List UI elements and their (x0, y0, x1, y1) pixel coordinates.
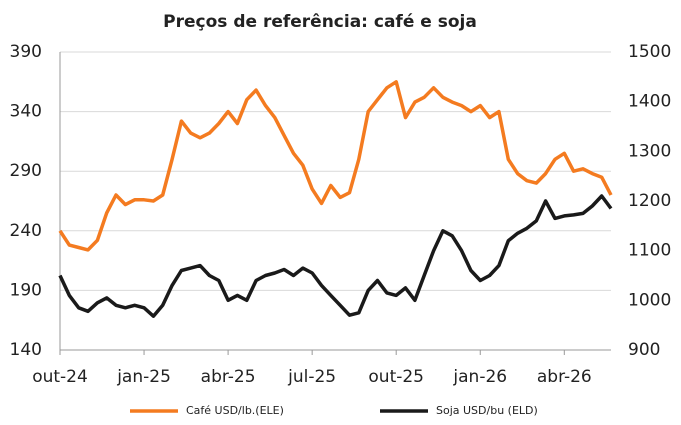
y-tick-label: 240 (10, 221, 42, 241)
y2-tick-label: 1000 (628, 290, 671, 310)
x-tick-label: jul-25 (287, 367, 336, 387)
y2-tick-label: 1200 (628, 191, 671, 211)
chart-title: Preços de referência: café e soja (163, 12, 477, 32)
y2-tick-label: 1400 (628, 92, 671, 112)
line-series (58, 80, 613, 252)
y-tick-label: 340 (10, 102, 42, 122)
x-tick-label: abr-25 (201, 367, 256, 387)
y2-tick-label: 1300 (628, 141, 671, 161)
x-tick-label: out-25 (368, 367, 424, 387)
y-tick-label: 190 (10, 280, 42, 300)
x-tick-label: jan-25 (116, 367, 171, 387)
y-tick-label: 390 (10, 42, 42, 62)
x-tick-label: out-24 (32, 367, 88, 387)
x-tick-label: abr-26 (537, 367, 592, 387)
y2-tick-label: 900 (628, 340, 660, 360)
y-tick-label: 140 (10, 340, 42, 360)
legend-label: Soja USD/bu (ELD) (436, 404, 538, 417)
line-series (58, 194, 613, 318)
x-tick-label: jan-26 (452, 367, 507, 387)
y-tick-label: 290 (10, 161, 42, 181)
y2-tick-label: 1500 (628, 42, 671, 62)
y2-tick-label: 1100 (628, 241, 671, 261)
legend-label: Café USD/lb.(ELE) (186, 404, 284, 417)
